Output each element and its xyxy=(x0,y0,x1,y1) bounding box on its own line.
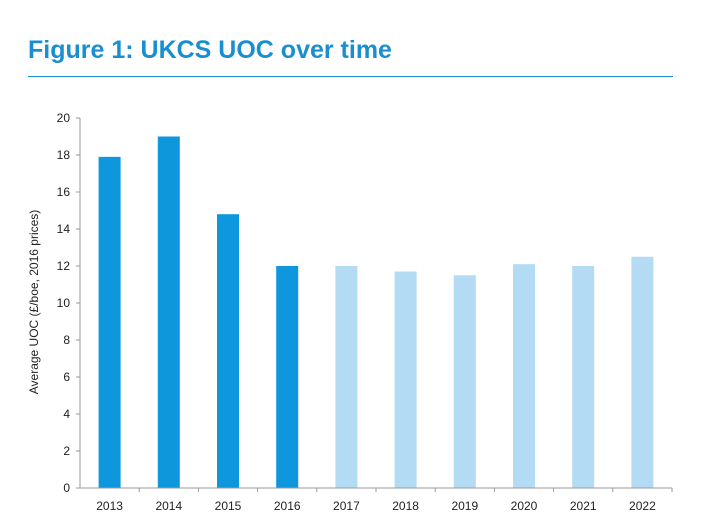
x-tick-label-2019: 2019 xyxy=(451,499,478,513)
bar-2013 xyxy=(98,156,121,488)
x-tick-label-2016: 2016 xyxy=(274,499,301,513)
bar-2018 xyxy=(394,271,417,488)
y-tick-label: 2 xyxy=(63,444,70,458)
y-tick-label: 6 xyxy=(63,370,70,384)
title-rule xyxy=(28,76,673,77)
bar-2022 xyxy=(631,256,654,488)
y-axis-title: Average UOC (£/boe, 2016 prices) xyxy=(27,210,41,395)
bar-2016 xyxy=(276,266,299,488)
y-tick-label: 0 xyxy=(63,481,70,495)
y-tick-label: 16 xyxy=(57,185,71,199)
x-tick-label-2021: 2021 xyxy=(570,499,597,513)
y-axis-ticks: 0 2 4 6 8 10 12 14 16 18 20 xyxy=(57,111,80,495)
x-tick-label-2014: 2014 xyxy=(155,499,182,513)
bar-2019 xyxy=(453,275,476,488)
x-tick-label-2020: 2020 xyxy=(511,499,538,513)
bar-2014 xyxy=(157,136,180,488)
y-tick-label: 20 xyxy=(57,111,71,125)
x-tick-label-2018: 2018 xyxy=(392,499,419,513)
y-tick-label: 4 xyxy=(63,407,70,421)
chart-title: Figure 1: UKCS UOC over time xyxy=(28,36,392,64)
x-tick-label-2013: 2013 xyxy=(96,499,123,513)
x-tick-label-2022: 2022 xyxy=(629,499,656,513)
bar-2015 xyxy=(217,214,239,488)
bar-2017 xyxy=(335,266,358,488)
y-tick-label: 12 xyxy=(57,259,71,273)
y-tick-label: 8 xyxy=(63,333,70,347)
y-tick-label: 18 xyxy=(57,148,71,162)
y-tick-label: 10 xyxy=(57,296,71,310)
x-axis-ticks: 2013 2014 2015 2016 2017 2018 2019 2020 2021 2022 xyxy=(96,488,673,513)
x-tick-label-2015: 2015 xyxy=(215,499,242,513)
x-tick-label-2017: 2017 xyxy=(333,499,360,513)
bar-2021 xyxy=(572,266,595,488)
bars xyxy=(98,136,654,488)
y-tick-label: 14 xyxy=(57,222,71,236)
bar-2020 xyxy=(513,264,535,488)
